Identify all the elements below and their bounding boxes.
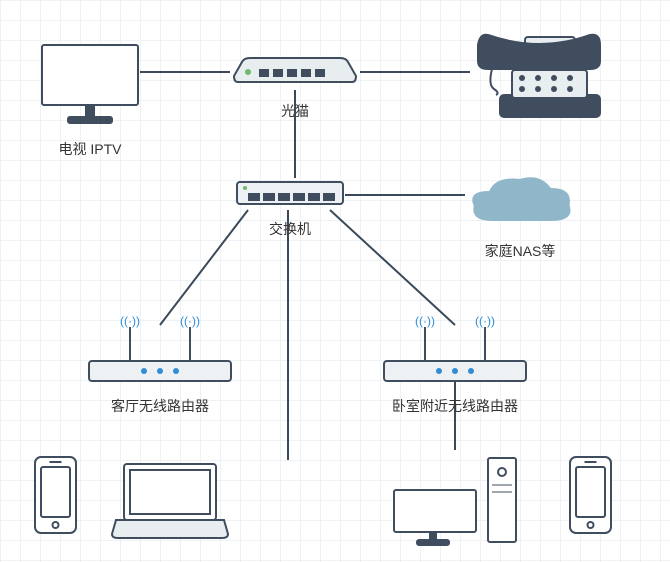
mobile-icon (568, 455, 613, 535)
node-label-switch: 交换机 (235, 219, 345, 239)
node-label-router2: 卧室附近无线路由器 (380, 396, 530, 416)
monitor-icon (40, 43, 140, 128)
router-icon: ((·)) ((·)) (380, 315, 530, 385)
node-label-nas: 家庭NAS等 (465, 241, 575, 261)
node-phone2 (568, 455, 613, 540)
router-icon: ((·)) ((·)) (85, 315, 235, 385)
node-label-tv: 电视 IPTV (40, 139, 140, 159)
switch-icon (235, 176, 345, 208)
node-tv: 电视 IPTV (40, 43, 140, 159)
node-phone (470, 25, 610, 130)
node-nas: 家庭NAS等 (465, 170, 575, 261)
modem-icon (230, 54, 360, 90)
desktop-icon (390, 450, 520, 550)
network-diagram: 电视 IPTV光猫交换机家庭NAS等((·))((·))客厅无线路由器((·))… (0, 0, 670, 562)
node-label-router1: 客厅无线路由器 (85, 396, 235, 416)
node-laptop (110, 460, 230, 545)
laptop-icon (110, 460, 230, 540)
node-router1: ((·)) ((·)) 客厅无线路由器 (85, 315, 235, 416)
cloud-icon (465, 170, 575, 230)
node-pc (390, 450, 520, 555)
node-modem: 光猫 (230, 54, 360, 121)
svg-text:((·)): ((·)) (180, 315, 200, 328)
node-label-modem: 光猫 (230, 101, 360, 121)
phone-icon (470, 25, 610, 125)
node-phone1 (33, 455, 78, 540)
svg-text:((·)): ((·)) (475, 315, 495, 328)
node-router2: ((·)) ((·)) 卧室附近无线路由器 (380, 315, 530, 416)
svg-text:((·)): ((·)) (415, 315, 435, 328)
svg-text:((·)): ((·)) (120, 315, 140, 328)
node-switch: 交换机 (235, 176, 345, 239)
mobile-icon (33, 455, 78, 535)
